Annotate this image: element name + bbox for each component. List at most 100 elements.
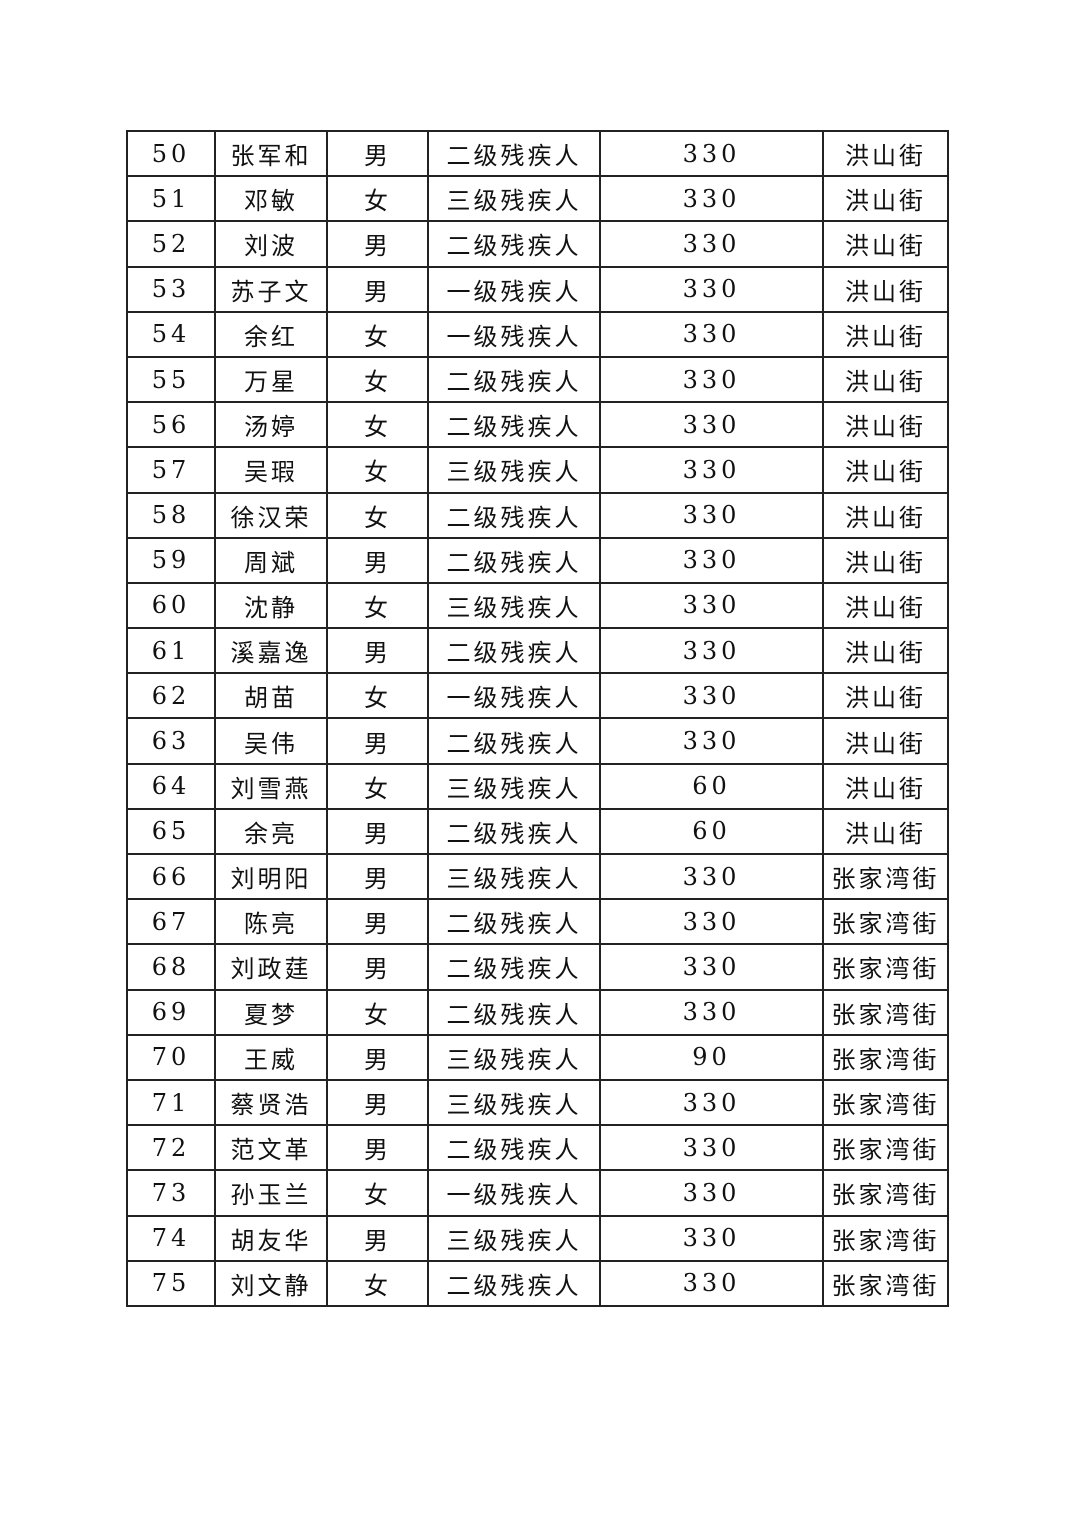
amount-cell: 330	[599, 310, 824, 358]
amount-cell: 330	[599, 491, 824, 539]
gender-cell: 女	[326, 175, 429, 223]
row-number-cell: 64	[126, 762, 216, 810]
disability-level-cell: 一级残疾人	[427, 1169, 601, 1217]
disability-level-cell: 一级残疾人	[427, 265, 601, 313]
table-row: 67 陈亮男二级残疾人 330 张家湾街	[126, 898, 949, 946]
gender-cell: 男	[326, 265, 429, 313]
amount-cell: 330	[599, 1169, 824, 1217]
amount-cell: 330	[599, 988, 824, 1036]
table-row: 50 张军和男二级残疾人 330 洪山街	[126, 129, 949, 178]
disability-level-cell: 三级残疾人	[427, 175, 601, 223]
amount-cell: 330	[599, 1214, 824, 1262]
table-body: 50 张军和男二级残疾人 330 洪山街 51 邓敏女三级残疾人 330 洪山街 52 刘波男二级…	[126, 129, 949, 1307]
street-cell: 洪山街	[822, 672, 949, 720]
name-cell: 刘雪燕	[214, 762, 328, 810]
disability-level-cell: 二级残疾人	[427, 129, 601, 178]
gender-cell: 男	[326, 1078, 429, 1127]
row-number-cell: 54	[126, 310, 216, 358]
street-cell: 张家湾街	[822, 1169, 949, 1217]
disability-level-cell: 二级残疾人	[427, 627, 601, 675]
disability-level-cell: 二级残疾人	[427, 355, 601, 404]
amount-cell: 330	[599, 627, 824, 675]
table-row: 52 刘波男二级残疾人 330 洪山街	[126, 220, 949, 268]
disability-level-cell: 三级残疾人	[427, 446, 601, 494]
amount-cell: 330	[599, 265, 824, 313]
street-cell: 张家湾街	[822, 1033, 949, 1081]
table-row: 56 汤婷女二级残疾人 330 洪山街	[126, 401, 949, 449]
row-number-cell: 50	[126, 129, 216, 178]
name-cell: 余红	[214, 310, 328, 358]
gender-cell: 女	[326, 446, 429, 494]
name-cell: 徐汉荣	[214, 491, 328, 539]
disability-level-cell: 二级残疾人	[427, 536, 601, 584]
name-cell: 胡友华	[214, 1214, 328, 1262]
row-number-cell: 59	[126, 536, 216, 584]
name-cell: 刘文静	[214, 1259, 328, 1307]
row-number-cell: 70	[126, 1033, 216, 1081]
name-cell: 余亮	[214, 807, 328, 856]
name-cell: 王威	[214, 1033, 328, 1081]
gender-cell: 男	[326, 852, 429, 901]
gender-cell: 男	[326, 943, 429, 991]
table-row: 54 余红女一级残疾人 330 洪山街	[126, 310, 949, 358]
disability-level-cell: 二级残疾人	[427, 988, 601, 1036]
gender-cell: 女	[326, 401, 429, 449]
amount-cell: 330	[599, 898, 824, 946]
street-cell: 洪山街	[822, 581, 949, 630]
gender-cell: 男	[326, 129, 429, 178]
gender-cell: 男	[326, 717, 429, 765]
gender-cell: 女	[326, 672, 429, 720]
name-cell: 胡苗	[214, 672, 328, 720]
street-cell: 张家湾街	[822, 1214, 949, 1262]
disability-level-cell: 二级残疾人	[427, 943, 601, 991]
name-cell: 汤婷	[214, 401, 328, 449]
amount-cell: 330	[599, 536, 824, 584]
street-cell: 洪山街	[822, 762, 949, 810]
name-cell: 孙玉兰	[214, 1169, 328, 1217]
disability-level-cell: 二级残疾人	[427, 1124, 601, 1172]
table-row: 71 蔡贤浩男三级残疾人 330 张家湾街	[126, 1078, 949, 1127]
street-cell: 洪山街	[822, 401, 949, 449]
row-number-cell: 69	[126, 988, 216, 1036]
row-number-cell: 75	[126, 1259, 216, 1307]
street-cell: 洪山街	[822, 491, 949, 539]
amount-cell: 90	[599, 1033, 824, 1081]
street-cell: 张家湾街	[822, 1078, 949, 1127]
table-row: 51 邓敏女三级残疾人 330 洪山街	[126, 175, 949, 223]
gender-cell: 男	[326, 898, 429, 946]
street-cell: 张家湾街	[822, 943, 949, 991]
amount-cell: 330	[599, 175, 824, 223]
name-cell: 张军和	[214, 129, 328, 178]
name-cell: 刘明阳	[214, 852, 328, 901]
amount-cell: 60	[599, 807, 824, 856]
table-row: 74 胡友华男三级残疾人 330 张家湾街	[126, 1214, 949, 1262]
name-cell: 溪嘉逸	[214, 627, 328, 675]
street-cell: 洪山街	[822, 265, 949, 313]
disability-level-cell: 二级残疾人	[427, 807, 601, 856]
table-row: 70 王威男三级残疾人 90 张家湾街	[126, 1033, 949, 1081]
name-cell: 苏子文	[214, 265, 328, 313]
table-row: 61 溪嘉逸男二级残疾人 330 洪山街	[126, 627, 949, 675]
amount-cell: 330	[599, 401, 824, 449]
amount-cell: 330	[599, 129, 824, 178]
table-row: 57 吴瑕女三级残疾人 330 洪山街	[126, 446, 949, 494]
street-cell: 张家湾街	[822, 852, 949, 901]
name-cell: 吴伟	[214, 717, 328, 765]
name-cell: 范文革	[214, 1124, 328, 1172]
street-cell: 洪山街	[822, 446, 949, 494]
name-cell: 刘波	[214, 220, 328, 268]
disability-level-cell: 一级残疾人	[427, 672, 601, 720]
row-number-cell: 55	[126, 355, 216, 404]
name-cell: 万星	[214, 355, 328, 404]
amount-cell: 330	[599, 355, 824, 404]
disability-level-cell: 三级残疾人	[427, 1214, 601, 1262]
disability-level-cell: 一级残疾人	[427, 310, 601, 358]
disability-level-cell: 三级残疾人	[427, 1078, 601, 1127]
gender-cell: 女	[326, 491, 429, 539]
amount-cell: 330	[599, 672, 824, 720]
gender-cell: 男	[326, 220, 429, 268]
gender-cell: 男	[326, 1033, 429, 1081]
disability-level-cell: 二级残疾人	[427, 491, 601, 539]
disability-level-cell: 二级残疾人	[427, 220, 601, 268]
row-number-cell: 74	[126, 1214, 216, 1262]
